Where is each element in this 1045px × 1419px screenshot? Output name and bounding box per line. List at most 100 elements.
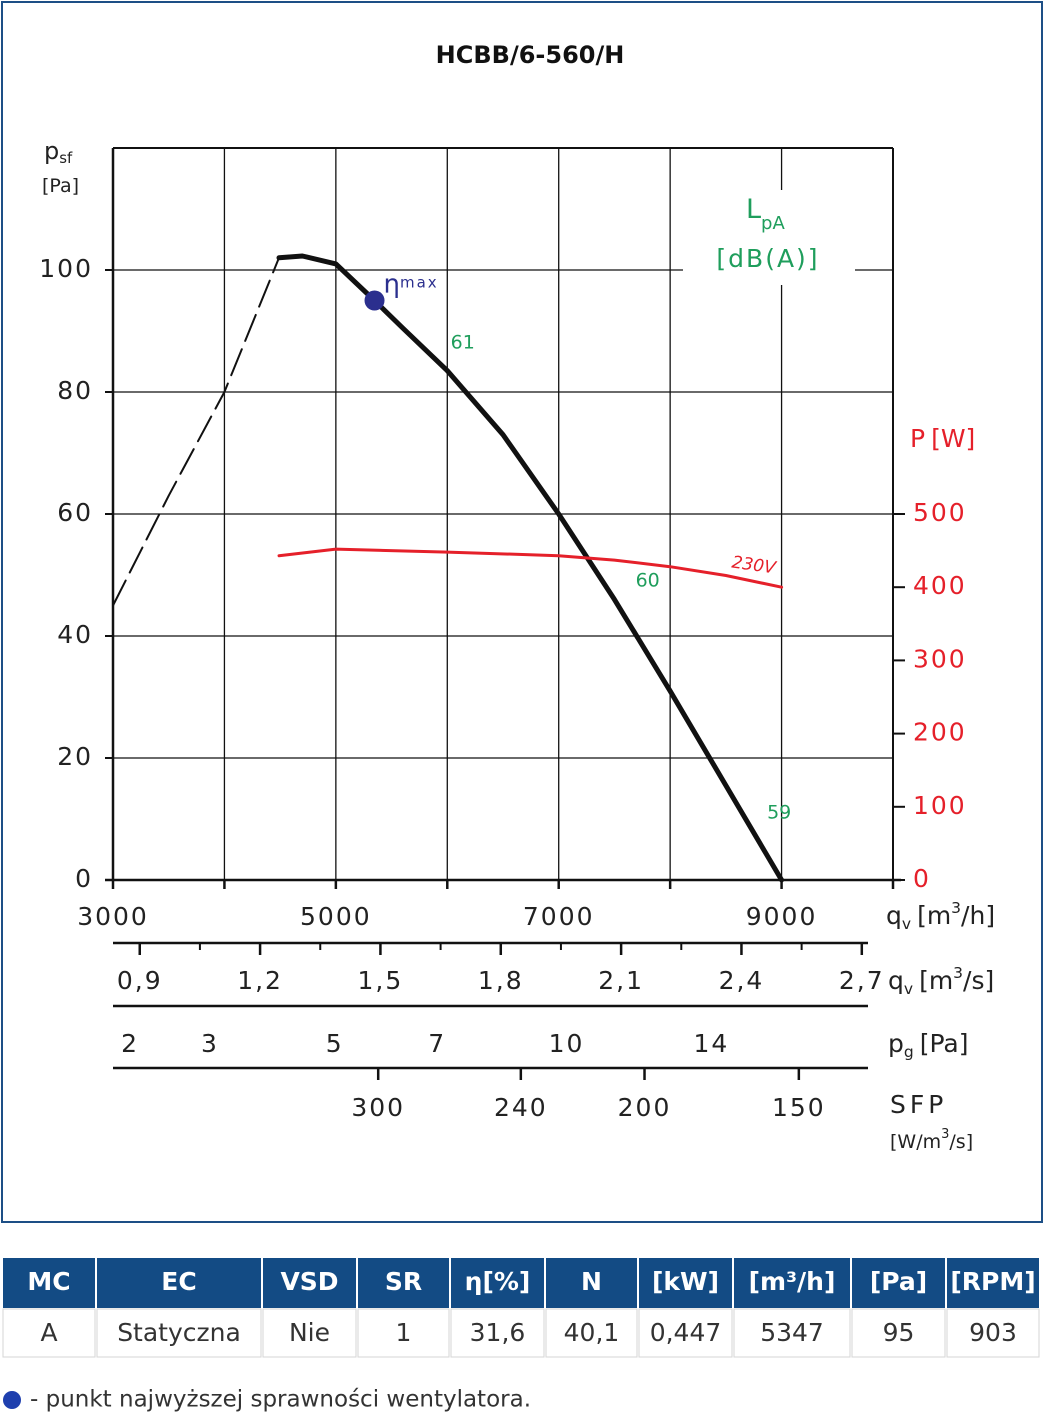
table-cell-text: A <box>40 1318 57 1347</box>
table-cell-text: 0,447 <box>650 1318 722 1347</box>
y2-tick-label: 100 <box>913 791 967 820</box>
table-header-cell <box>451 1258 544 1308</box>
table-header-cell <box>734 1258 850 1308</box>
table-header-cell <box>639 1258 732 1308</box>
footnote: - punkt najwyższej sprawności wentylator… <box>30 1387 531 1413</box>
eta-symbol: η <box>384 269 400 299</box>
scale-tick-label: 200 <box>618 1093 672 1122</box>
table-cell <box>733 1308 851 1358</box>
table-header-text: EC <box>161 1267 196 1296</box>
table-header-text: [RPM] <box>950 1267 1035 1296</box>
table-header-text: N <box>581 1267 602 1296</box>
scale-tick-label: 14 <box>693 1029 729 1058</box>
table-cell <box>946 1308 1040 1358</box>
eta-max-label: ηmax <box>384 269 439 299</box>
table-header-cell <box>947 1258 1039 1308</box>
table-cell-text: 5347 <box>760 1318 824 1347</box>
y2-tick-label: 200 <box>913 718 967 747</box>
label-unit: [m <box>917 901 951 930</box>
y-tick-label: 40 <box>57 620 93 649</box>
scale-tick-label: 1,5 <box>358 966 404 995</box>
table-header-cell <box>852 1258 945 1308</box>
label-main: p <box>888 1029 904 1058</box>
scale-tick-label: 2,4 <box>719 966 765 995</box>
table-header-cell <box>97 1258 261 1308</box>
table-cell <box>262 1308 357 1358</box>
label-sup: 3 <box>951 899 961 917</box>
y-tick-label: 60 <box>57 498 93 527</box>
label-sub: sf <box>59 149 73 167</box>
label-unit: [m <box>919 966 953 995</box>
x-tick-label: 5000 <box>300 902 372 931</box>
label-unit2: /s] <box>963 966 994 995</box>
sound-level-label: 61 <box>451 332 475 354</box>
axis-label: psf [Pa] <box>42 137 79 197</box>
table-header-cell <box>546 1258 637 1308</box>
scale-tick-label: 0,9 <box>117 966 163 995</box>
eta-max-point <box>364 290 385 311</box>
label-sub: v <box>904 980 913 998</box>
x-tick-label: 9000 <box>746 902 818 931</box>
table-cell-text: Statyczna <box>117 1318 241 1347</box>
y-tick-label: 80 <box>57 376 93 405</box>
scale-tick-label: 300 <box>351 1093 405 1122</box>
label-sup: 3 <box>953 964 963 982</box>
y2-tick-label: 300 <box>913 644 967 673</box>
axis-label: SFP <box>890 1090 947 1119</box>
scale-tick-label: 150 <box>772 1093 826 1122</box>
footnote-dot <box>3 1391 21 1409</box>
scale-tick-label: 3 <box>201 1029 219 1058</box>
label-main: P <box>910 424 925 453</box>
pressure-curve <box>112 256 280 607</box>
axis-label: pg [Pa] <box>888 1029 969 1061</box>
sound-level-label: 59 <box>767 801 791 823</box>
legend-unit: [dB(A)] <box>716 244 819 273</box>
label-unit: [W/m <box>890 1131 941 1153</box>
label-unit2: /h] <box>961 901 995 930</box>
table-cell-text: Nie <box>289 1318 330 1347</box>
table-header-text: [kW] <box>652 1267 719 1296</box>
label-unit2: /s] <box>949 1131 973 1153</box>
table-cell <box>357 1308 450 1358</box>
table-cell-text: 31,6 <box>470 1318 526 1347</box>
scale-tick-label: 240 <box>494 1093 548 1122</box>
legend-sub: pA <box>761 213 785 234</box>
scale-tick-label: 1,2 <box>237 966 283 995</box>
y2-tick-label: 400 <box>913 571 967 600</box>
table-cell-text: 95 <box>883 1318 915 1347</box>
table-header-text: VSD <box>280 1267 338 1296</box>
y2-tick-label: 0 <box>913 864 931 893</box>
scale-tick-label: 7 <box>428 1029 446 1058</box>
axis-label: P [W] <box>910 424 975 453</box>
label-sup: 3 <box>941 1127 949 1142</box>
x-tick-label: 3000 <box>77 902 149 931</box>
scale-tick-label: 10 <box>549 1029 585 1058</box>
table-header-cell <box>3 1258 95 1308</box>
table-cell <box>545 1308 638 1358</box>
table-header-text: [m³/h] <box>749 1267 836 1296</box>
table-cell <box>96 1308 262 1358</box>
table-cell <box>450 1308 545 1358</box>
y2-tick-label: 500 <box>913 498 967 527</box>
label-unit: [Pa] <box>920 1029 969 1058</box>
table-cell-text: 903 <box>969 1318 1017 1347</box>
table-header-cell <box>263 1258 356 1308</box>
table-cell <box>851 1308 946 1358</box>
scale-tick-label: 5 <box>326 1029 344 1058</box>
table-header-cell <box>358 1258 449 1308</box>
table-header-text: [Pa] <box>870 1267 927 1296</box>
chart-title: HCBB/6-560/H <box>436 41 625 69</box>
power-curve <box>277 547 784 589</box>
legend-title: LpA <box>746 194 785 235</box>
label-main: q <box>888 966 904 995</box>
table-header-text: SR <box>385 1267 422 1296</box>
x-tick-label: 7000 <box>523 902 595 931</box>
pressure-curve <box>276 253 785 883</box>
scale-tick-label: 1,8 <box>478 966 524 995</box>
label-main: q <box>886 901 902 930</box>
y-tick-label: 100 <box>39 254 93 283</box>
table-cell <box>2 1308 96 1358</box>
legend-main: L <box>746 194 761 225</box>
